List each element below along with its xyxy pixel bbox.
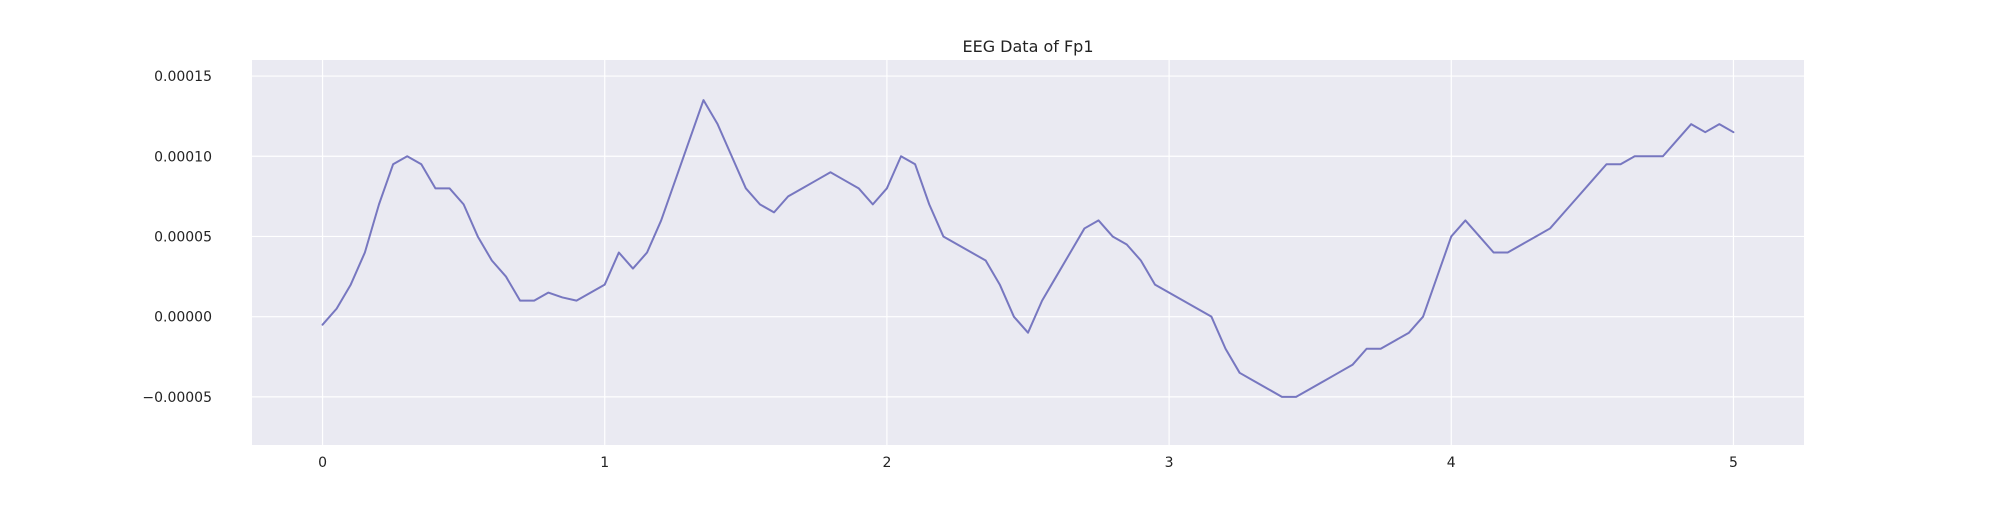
tick-labels: 0 1 2 3 4 5 −0.00005 0.00000 0.00005 0.00010 0.000… [142, 69, 1738, 471]
y-tick-label: 0.00010 [154, 149, 212, 165]
x-tick-label: 2 [882, 455, 891, 471]
grid-lines [252, 60, 1804, 445]
y-tick-label: 0.00005 [154, 229, 212, 245]
x-tick-label: 4 [1447, 455, 1456, 471]
plot-background [252, 60, 1804, 445]
y-tick-label: −0.00005 [142, 390, 212, 406]
chart-title: EEG Data of Fp1 [962, 37, 1093, 56]
x-tick-label: 5 [1729, 455, 1738, 471]
x-tick-label: 0 [318, 455, 327, 471]
x-tick-label: 1 [600, 455, 609, 471]
x-tick-label: 3 [1165, 455, 1174, 471]
y-tick-label: 0.00015 [154, 69, 212, 85]
y-tick-label: 0.00000 [154, 310, 212, 326]
series-line [321, 99, 1735, 398]
series-layer [321, 99, 1735, 398]
